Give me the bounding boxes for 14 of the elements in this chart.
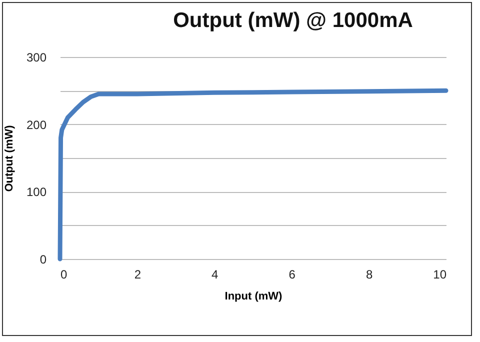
- x-tick-label: 2: [134, 268, 142, 282]
- chart-title: Output (mW) @ 1000mA: [173, 9, 413, 32]
- x-tick-label: 10: [433, 268, 447, 282]
- line-series: [58, 88, 448, 262]
- y-tick-label: 100: [26, 185, 47, 200]
- y-tick-label: 0: [40, 252, 47, 266]
- x-tick-label: 6: [288, 268, 296, 282]
- x-tick-label: 8: [366, 268, 373, 282]
- x-tick-label: 0: [60, 268, 68, 282]
- y-tick-label: 200: [26, 118, 47, 132]
- x-tick-label: 4: [212, 268, 219, 282]
- y-axis-title: Output (mW): [3, 124, 16, 192]
- x-axis-title: Input (mW): [224, 290, 283, 302]
- y-tick-label: 300: [26, 50, 47, 64]
